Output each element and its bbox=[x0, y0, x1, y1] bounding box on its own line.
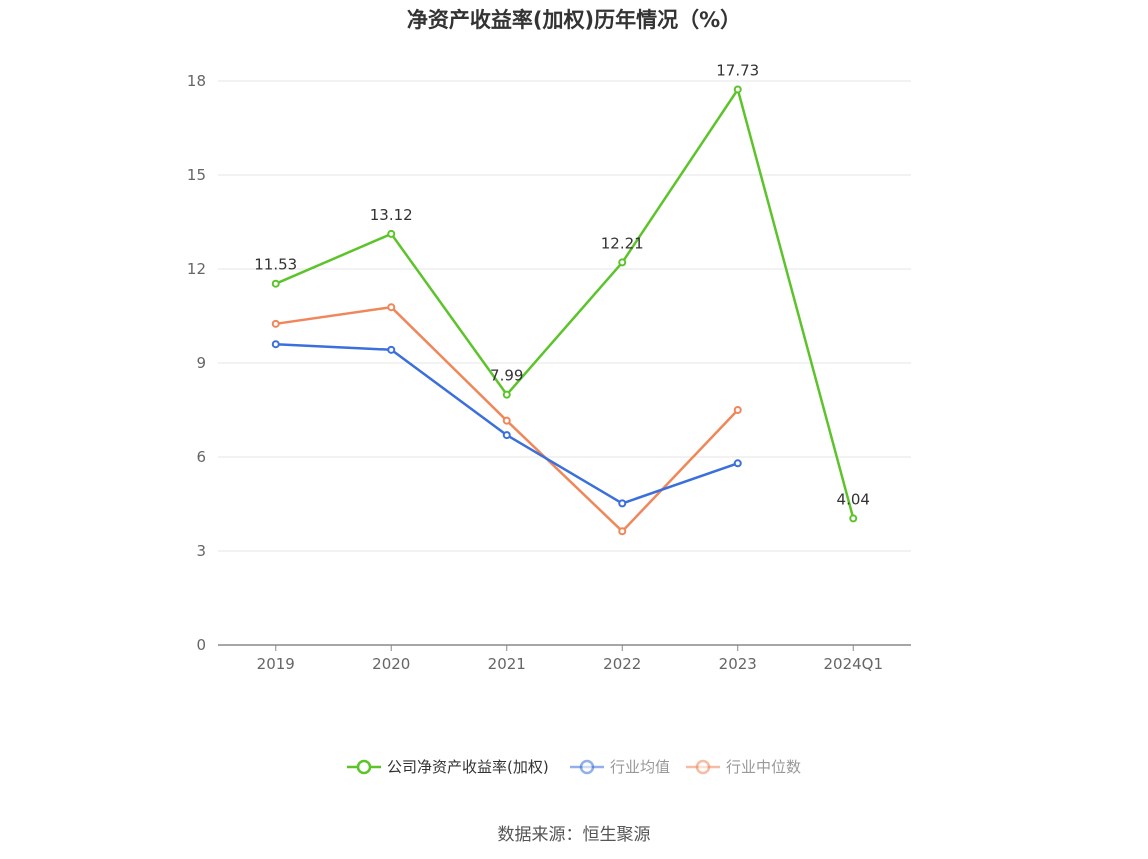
legend-marker-icon bbox=[579, 759, 595, 775]
y-tick-label: 12 bbox=[187, 260, 206, 278]
data-label: 12.21 bbox=[601, 234, 644, 252]
x-tick-label: 2019 bbox=[257, 655, 295, 673]
legend-label: 行业中位数 bbox=[726, 758, 801, 776]
legend: 公司净资产收益率(加权) 行业均值 行业中位数 bbox=[347, 758, 801, 776]
legend-label: 行业均值 bbox=[610, 758, 670, 776]
y-tick-label: 0 bbox=[196, 636, 206, 654]
legend-item: 行业中位数 bbox=[686, 758, 801, 776]
x-tick-label: 2021 bbox=[488, 655, 526, 673]
data-point bbox=[502, 390, 511, 399]
y-tick-label: 3 bbox=[196, 542, 206, 560]
legend-marker-icon bbox=[356, 759, 372, 775]
x-tick-label: 2022 bbox=[603, 655, 641, 673]
y-tick-label: 9 bbox=[196, 354, 206, 372]
source-note: 数据来源：恒生聚源 bbox=[497, 825, 651, 845]
data-point bbox=[733, 459, 742, 468]
legend-marker-icon bbox=[695, 759, 711, 775]
data-point bbox=[271, 340, 280, 349]
y-tick-label: 6 bbox=[196, 448, 206, 466]
chart-title: 净资产收益率(加权)历年情况（%） bbox=[406, 8, 742, 32]
data-point bbox=[271, 279, 280, 288]
legend-label: 公司净资产收益率(加权) bbox=[387, 758, 549, 776]
data-point bbox=[271, 319, 280, 328]
series-line-0 bbox=[275, 88, 855, 519]
data-label: 4.04 bbox=[837, 490, 870, 508]
legend-item: 公司净资产收益率(加权) bbox=[347, 758, 549, 776]
data-label: 13.12 bbox=[370, 206, 413, 224]
data-point bbox=[618, 527, 627, 536]
data-point bbox=[618, 499, 627, 508]
y-tick-label: 18 bbox=[187, 72, 206, 90]
x-tick-label: 2020 bbox=[372, 655, 410, 673]
data-point bbox=[502, 416, 511, 425]
x-tick-label: 2024Q1 bbox=[823, 655, 883, 673]
data-point bbox=[387, 229, 396, 238]
data-point bbox=[618, 258, 627, 267]
data-label: 7.99 bbox=[490, 367, 523, 385]
data-point bbox=[387, 303, 396, 312]
data-label: 11.53 bbox=[254, 256, 297, 274]
data-point bbox=[849, 514, 858, 523]
y-tick-label: 15 bbox=[187, 166, 206, 184]
data-point bbox=[733, 85, 742, 94]
data-point bbox=[387, 345, 396, 354]
data-label: 17.73 bbox=[716, 61, 759, 79]
x-tick-label: 2023 bbox=[719, 655, 757, 673]
data-point bbox=[733, 406, 742, 414]
data-point bbox=[502, 431, 511, 440]
legend-item: 行业均值 bbox=[570, 758, 670, 776]
